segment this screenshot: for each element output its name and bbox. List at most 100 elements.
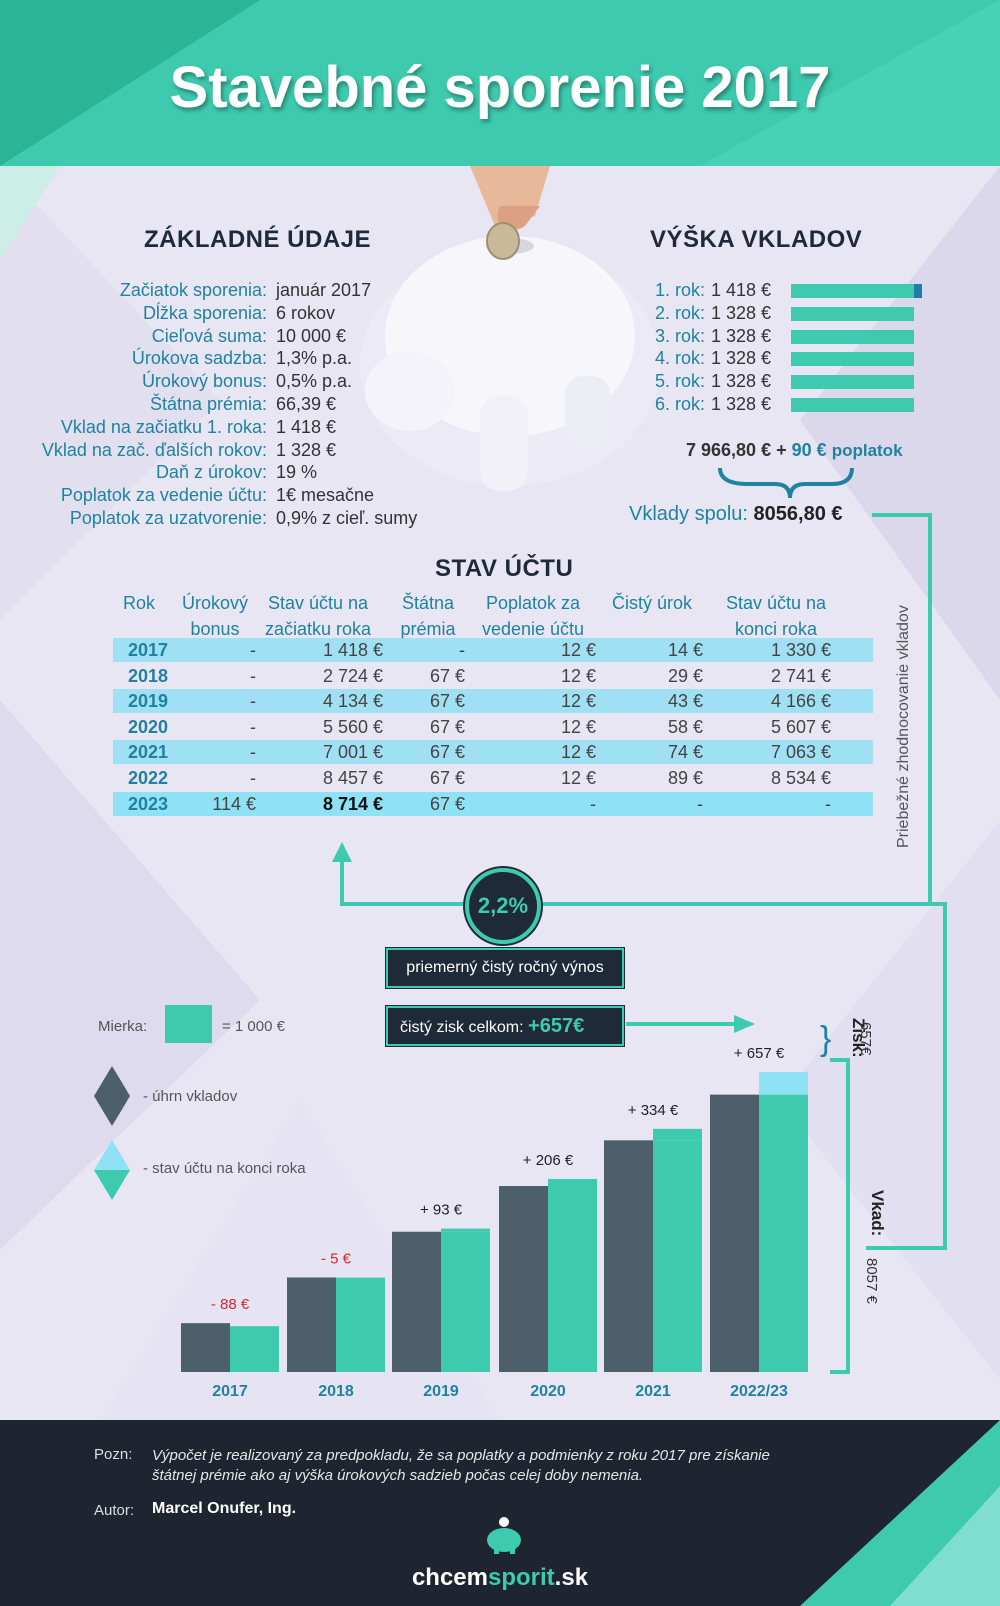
basic-data-row: Vklad na zač. ďalších rokov: 1 328 € xyxy=(0,440,500,463)
table-header: Štátna prémia xyxy=(400,593,456,639)
table-cell: - xyxy=(250,716,256,737)
table-cell: 2017 xyxy=(128,640,169,660)
table-row: 2018 - 2 724 € 67 € 12 € 29 € 2 741 € xyxy=(113,664,873,688)
average-yield-label: priemerný čistý ročný výnos xyxy=(406,959,604,976)
table-cell: 12 € xyxy=(560,665,596,686)
deposit-side-value: 8057 € xyxy=(863,1258,880,1304)
deposit-bar xyxy=(791,329,914,344)
deposit-bar xyxy=(791,375,914,390)
table-cell: 5 560 € xyxy=(322,716,383,737)
table-cell: 67 € xyxy=(429,768,465,788)
basic-data-value: 0,9% z cieľ. sumy xyxy=(276,508,418,528)
table-cell: 8 457 € xyxy=(322,768,383,788)
table-cell: 12 € xyxy=(560,768,596,788)
table-cell: - xyxy=(250,768,256,788)
table-row: 2022 - 8 457 € 67 € 12 € 89 € 8 534 € xyxy=(113,766,873,790)
basic-data-label: Poplatok za uzatvorenie: xyxy=(69,508,267,528)
header-banner: Stavebné sporenie 2017 xyxy=(0,0,1000,166)
average-yield-badge: 2,2% xyxy=(465,868,541,944)
table-cell: 1 418 € xyxy=(322,640,383,660)
table-cell: 2019 xyxy=(128,691,169,712)
brand-logo-text: chcemsporit.sk xyxy=(0,1564,1000,1592)
brand-part-1: chcem xyxy=(411,1564,488,1591)
table-cell: - xyxy=(697,793,703,814)
scale-value: = 1 000 € xyxy=(222,1018,285,1035)
table-cell: 2021 xyxy=(128,742,169,763)
author-name: Marcel Onufer, Ing. xyxy=(152,1500,297,1517)
deposit-amount: 1 328 € xyxy=(711,325,772,346)
table-cell: - xyxy=(590,793,596,814)
basic-data-label: Vklad na začiatku 1. roka: xyxy=(60,416,267,437)
basic-data-value: 66,39 € xyxy=(276,394,337,414)
deposit-total-line: Vklady spolu: 8056,80 € xyxy=(629,503,843,526)
profit-side-value: 657€ xyxy=(857,1022,874,1056)
basic-data-row: Cieľová suma: 10 000 € xyxy=(0,326,500,349)
table-cell: 4 166 € xyxy=(770,691,831,712)
note-text: Výpočet je realizovaný za predpokladu, ž… xyxy=(152,1447,770,1484)
basic-data-label: Vklad na zač. ďalších rokov: xyxy=(41,439,267,460)
table-cell: 29 € xyxy=(667,665,703,686)
basic-data-row: Dĺžka sporenia: 6 rokov xyxy=(0,303,500,326)
balance-diamond-top-icon xyxy=(94,1140,130,1170)
table-cell: - xyxy=(250,742,256,763)
table-cell: 2020 xyxy=(128,716,169,737)
table-header: Čistý úrok xyxy=(611,593,692,613)
deposit-year-label: 4. rok: xyxy=(655,348,706,369)
scale-label: Mierka: xyxy=(98,1018,148,1035)
basic-data-title: ZÁKLADNÉ ÚDAJE xyxy=(144,226,372,253)
plus-sign: + xyxy=(776,440,787,460)
footer: Pozn: Výpočet je realizovaný za predpokl… xyxy=(0,1420,1000,1606)
basic-data-label: Úrokova sadzba: xyxy=(131,348,267,369)
table-cell: 67 € xyxy=(429,665,465,686)
table-cell: - xyxy=(459,640,465,660)
table-cell: 89 € xyxy=(667,768,703,788)
average-yield-label-box: priemerný čistý ročný výnos xyxy=(386,948,624,988)
deposit-bar xyxy=(791,284,914,298)
table-cell: - xyxy=(250,640,256,660)
table-row: 2021 - 7 001 € 67 € 12 € 74 € 7 063 € xyxy=(113,740,873,765)
net-profit-box: čistý zisk celkom: +657€ xyxy=(386,1006,624,1046)
basic-data-row: Štátna prémia: 66,39 € xyxy=(0,394,500,417)
table-cell: 2 741 € xyxy=(770,665,831,686)
table-row: 2017 - 1 418 € - 12 € 14 € 1 330 € xyxy=(113,638,873,662)
table-header: Rok xyxy=(122,593,155,613)
basic-data-label: Poplatok za vedenie účtu: xyxy=(60,485,267,506)
table-row: 2020 - 5 560 € 67 € 12 € 58 € 5 607 € xyxy=(113,715,873,739)
brand-part-3: .sk xyxy=(554,1564,589,1591)
table-cell: 12 € xyxy=(560,640,596,660)
basic-data-value: 6 rokov xyxy=(276,302,336,323)
table-cell: 67 € xyxy=(429,742,465,763)
deposit-year-label: 6. rok: xyxy=(655,394,706,414)
table-cell: 5 607 € xyxy=(770,716,831,737)
deposit-bar xyxy=(791,352,914,367)
legend-diamond-icons xyxy=(94,1066,130,1200)
table-cell: 2018 xyxy=(128,665,169,686)
deposit-amount: 1 328 € xyxy=(711,348,772,369)
table-cell: 2023 xyxy=(128,793,169,814)
net-profit-label: čistý zisk celkom: xyxy=(400,1019,524,1036)
balance-diamond-bottom-icon xyxy=(94,1170,130,1200)
basic-data-row: Daň z úrokov: 19 % xyxy=(0,462,500,485)
basic-data-value: 1 328 € xyxy=(276,439,337,460)
table-cell: 74 € xyxy=(667,742,703,763)
table-cell: 8 714 € xyxy=(322,793,383,814)
table-cell: 2 724 € xyxy=(322,665,383,686)
table-row: 2019 - 4 134 € 67 € 12 € 43 € 4 166 € xyxy=(113,689,873,714)
deposit-amount: 1 418 € xyxy=(711,280,772,300)
deposit-bar xyxy=(791,398,914,412)
table-header: Stav účtu na konci roka xyxy=(725,593,827,639)
basic-data-row: Začiatok sporenia: január 2017 xyxy=(0,280,500,303)
deposits-diamond-icon xyxy=(94,1066,130,1126)
deposit-year-label: 5. rok: xyxy=(655,371,706,392)
running-appreciation-label: Priebežné zhodnocovanie vkladov xyxy=(895,605,912,848)
basic-data-value: 1€ mesačne xyxy=(276,485,375,506)
net-profit-value: +657€ xyxy=(528,1015,585,1037)
basic-data-row: Poplatok za uzatvorenie: 0,9% z cieľ. sum… xyxy=(0,508,500,531)
table-cell: 1 330 € xyxy=(770,640,831,660)
table-cell: 12 € xyxy=(560,691,596,712)
deposit-amount: 1 328 € xyxy=(711,394,772,414)
deposit-amount: 1 328 € xyxy=(711,302,772,323)
table-header: Poplatok za vedenie účtu xyxy=(481,593,585,639)
basic-data-row: Úrokova sadzba: 1,3% p.a. xyxy=(0,348,500,371)
basic-data-value: 1 418 € xyxy=(276,416,337,437)
